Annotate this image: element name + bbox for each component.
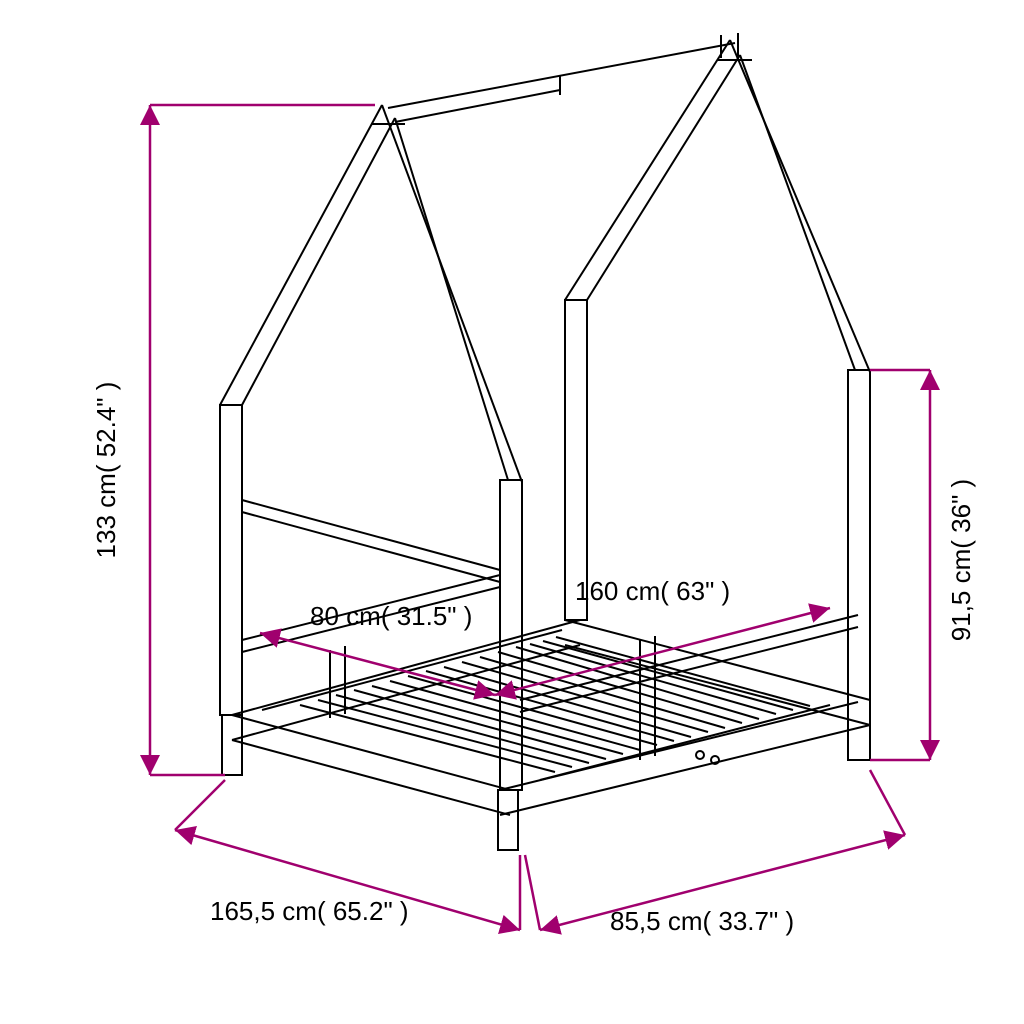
height-post-in: 36" [946, 495, 976, 533]
svg-text:133 cm( 52.4" ): 133 cm( 52.4" ) [91, 382, 121, 559]
height-total-cm: 133 cm [91, 473, 121, 558]
label-width-inner: 80 cm( 31.5" ) [310, 601, 472, 631]
width-outer-in: 33.7" [718, 906, 778, 936]
width-inner-in: 31.5" [397, 601, 457, 631]
dim-height-post [870, 370, 930, 760]
width-inner-cm: 80 cm [310, 601, 381, 631]
height-total-in: 52.4" [91, 397, 121, 457]
label-height-post: 91,5 cm( 36" ) [946, 479, 976, 641]
label-width-outer: 85,5 cm( 33.7" ) [610, 906, 794, 936]
length-outer-cm: 165,5 cm [210, 896, 317, 926]
length-inner-in: 63" [676, 576, 714, 606]
label-height-total: 133 cm( 52.4" ) [91, 382, 121, 559]
label-length-inner: 160 cm( 63" ) [575, 576, 730, 606]
bed-frame [220, 33, 870, 850]
dim-height-total [150, 105, 375, 775]
length-inner-cm: 160 cm [575, 576, 660, 606]
dimension-diagram: 133 cm( 52.4" ) 91,5 cm( 36" ) 80 cm( 31… [0, 0, 1024, 1024]
length-outer-in: 65.2" [333, 896, 393, 926]
width-outer-cm: 85,5 cm [610, 906, 703, 936]
height-post-cm: 91,5 cm [946, 549, 976, 642]
svg-text:91,5 cm( 36" ): 91,5 cm( 36" ) [946, 479, 976, 641]
label-length-outer: 165,5 cm( 65.2" ) [210, 896, 409, 926]
dim-width-inner [260, 633, 495, 695]
